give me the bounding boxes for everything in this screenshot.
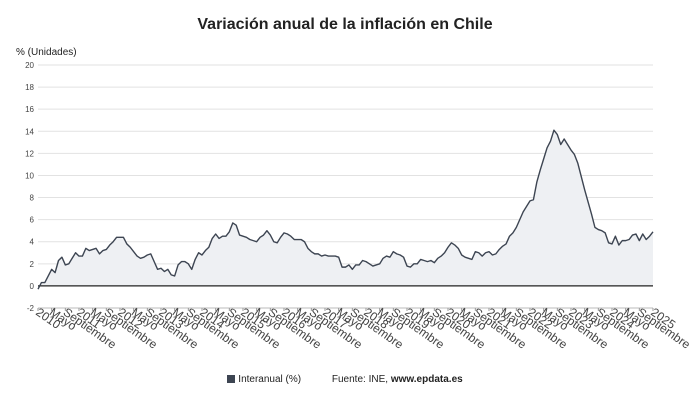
- y-tick-label: 12: [25, 149, 34, 158]
- y-tick-label: 16: [25, 105, 34, 114]
- legend-label: Interanual (%): [238, 374, 302, 385]
- y-tick-label: 18: [25, 83, 34, 92]
- y-tick-label: 0: [30, 282, 35, 291]
- chart-title: Variación anual de la inflación en Chile: [197, 16, 493, 33]
- y-tick-label: 6: [30, 216, 35, 225]
- y-tick-label: 2: [30, 260, 35, 269]
- y-tick-label: 14: [25, 127, 34, 136]
- y-tick-label: 4: [30, 238, 35, 247]
- series-line: [37, 129, 654, 290]
- y-tick-label: 10: [25, 171, 34, 180]
- series-area: [38, 130, 653, 290]
- source-label: Fuente: INE,: [331, 374, 389, 385]
- y-tick-label: 20: [25, 61, 34, 70]
- legend: Interanual (%) Fuente: INE, www.epdata.e…: [0, 374, 690, 385]
- y-axis-label: % (Unidades): [16, 47, 77, 58]
- y-tick-label: 8: [30, 194, 35, 203]
- legend-swatch: [227, 375, 236, 383]
- y-tick-label: -2: [27, 304, 35, 313]
- source-site: www.epdata.es: [390, 374, 463, 385]
